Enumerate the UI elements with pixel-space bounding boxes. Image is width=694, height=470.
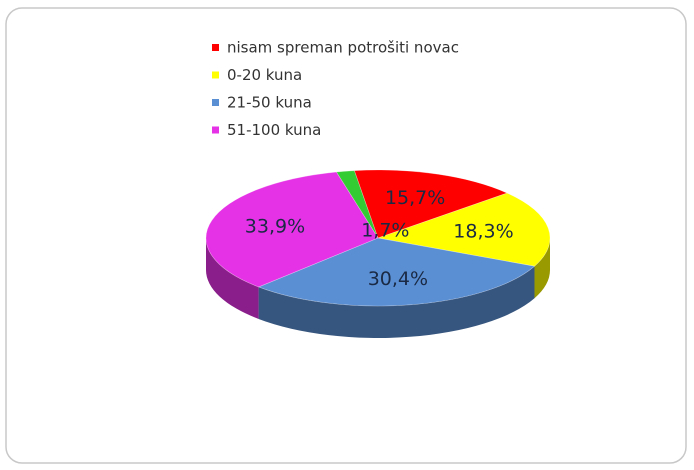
data-label: 15,7% [385,187,445,209]
slice [335,170,379,239]
slice [376,192,551,267]
data-label: 30,4% [368,268,428,290]
slice [205,171,379,288]
legend-swatch [212,126,219,134]
pie-sides [206,238,550,338]
legend-swatch [212,71,219,79]
slice [354,169,508,239]
legend-swatch [212,99,219,106]
slice-side [206,238,259,319]
data-label: 18,3% [453,220,513,242]
legend-swatch [212,44,219,51]
legend-label: nisam spreman potrošiti novac [227,39,459,57]
legend-label: 21-50 kuna [227,94,312,112]
data-label: 33,9% [245,216,305,238]
pie-top [205,169,551,307]
slice-side [534,238,550,299]
labels: 1,7% 15,7% 18,3% 30,4% 33,9% [245,187,514,290]
legend: nisam spreman potrošiti novac 0-20 kuna 21… [212,39,459,139]
legend-label: 0-20 kuna [227,66,302,84]
legend-label: 51-100 kuna [227,121,321,139]
slice [257,237,536,307]
data-label: 1,7% [361,220,409,242]
slice-side [258,266,535,338]
